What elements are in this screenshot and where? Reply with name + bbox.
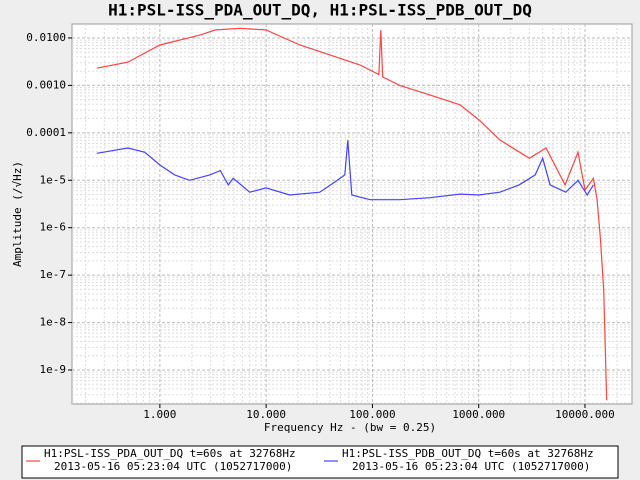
- x-tick-label: 1.000: [143, 408, 176, 421]
- y-tick-label: 1e-7: [40, 268, 67, 281]
- x-tick-label: 100.000: [349, 408, 395, 421]
- series-line: [96, 27, 608, 401]
- x-axis-label: Frequency Hz - (bw = 0.25): [264, 421, 436, 434]
- x-tick-label: 10000.000: [555, 408, 615, 421]
- y-tick-label: 1e-9: [40, 363, 67, 376]
- y-tick-label: 1e-8: [40, 316, 67, 329]
- legend-description: 2013-05-16 05:23:04 UTC (1052717000): [54, 460, 292, 473]
- y-tick-label: 0.0001: [26, 126, 66, 139]
- x-tick-label: 1000.000: [452, 408, 505, 421]
- y-tick-label: 0.0100: [26, 31, 66, 44]
- legend-label: H1:PSL-ISS_PDB_OUT_DQ t=60s at 32768Hz: [342, 447, 594, 460]
- series-line: [96, 140, 594, 201]
- y-tick-label: 1e-5: [40, 173, 67, 186]
- y-tick-label: 0.0010: [26, 78, 66, 91]
- legend-label: H1:PSL-ISS_PDA_OUT_DQ t=60s at 32768Hz: [44, 447, 296, 460]
- x-tick-label: 10.000: [246, 408, 286, 421]
- y-axis-label: Amplitude (/√Hz): [11, 161, 24, 267]
- legend-description: 2013-05-16 05:23:04 UTC (1052717000): [352, 460, 590, 473]
- legend-box: [21, 445, 619, 479]
- y-tick-label: 1e-6: [40, 221, 67, 234]
- chart-title: H1:PSL-ISS_PDA_OUT_DQ, H1:PSL-ISS_PDB_OU…: [108, 1, 532, 20]
